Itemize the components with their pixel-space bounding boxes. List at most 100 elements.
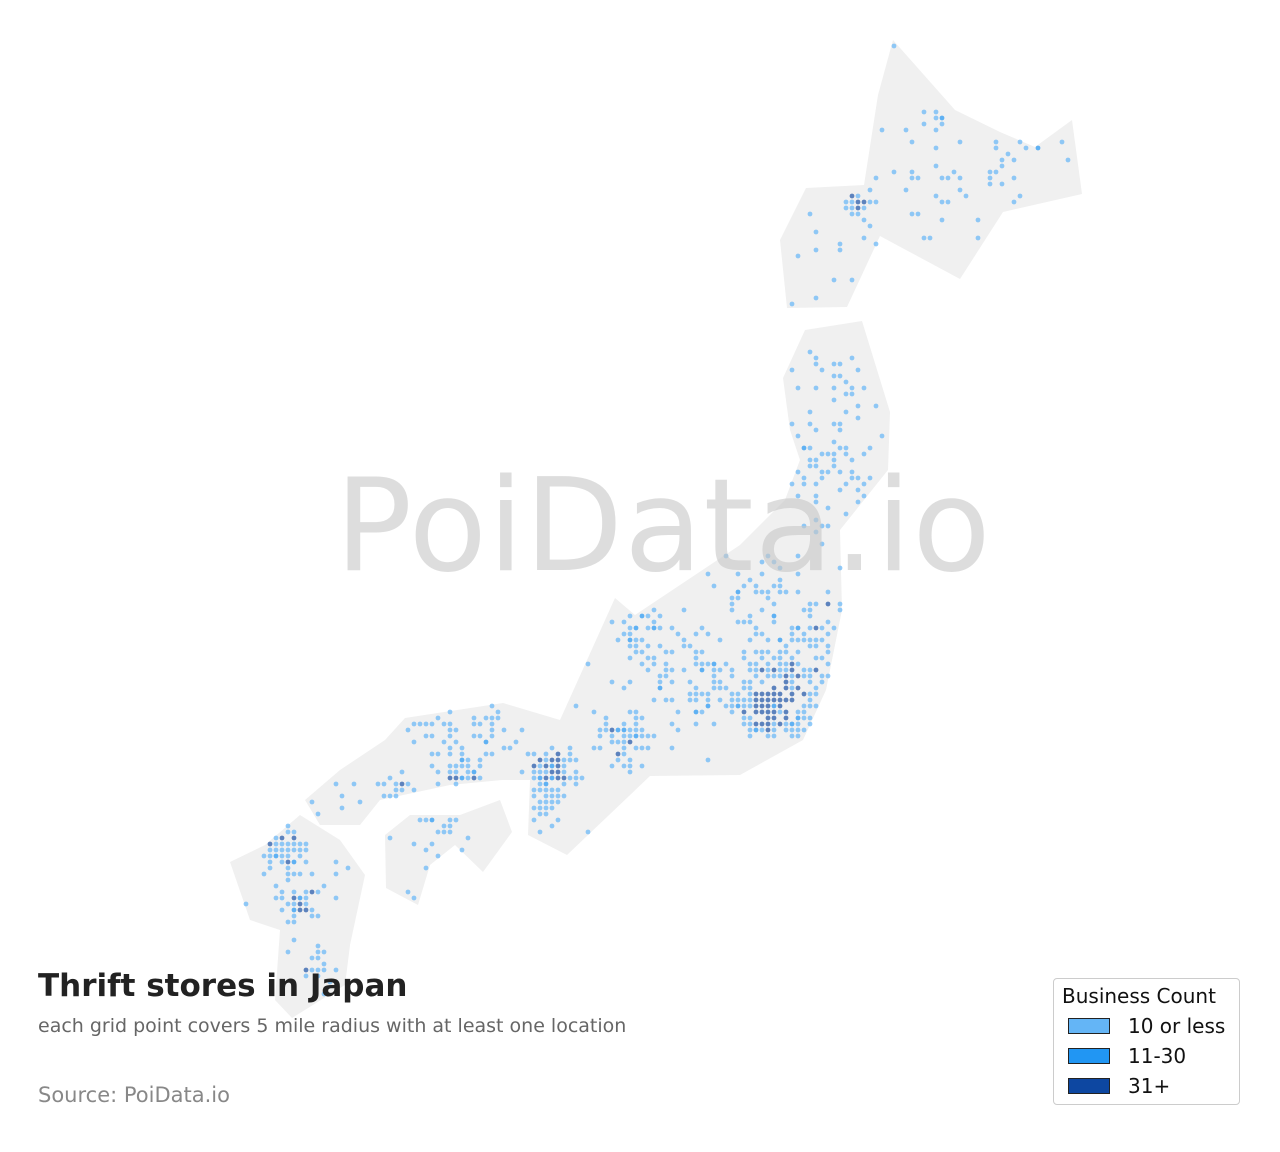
grid-point [693, 685, 699, 691]
grid-point [597, 727, 603, 733]
grid-point [489, 721, 495, 727]
grid-point [759, 679, 765, 685]
grid-point [627, 679, 633, 685]
grid-point [537, 757, 543, 763]
grid-point [825, 469, 831, 475]
grid-point [903, 127, 909, 133]
grid-point [291, 829, 297, 835]
grid-point [537, 775, 543, 781]
grid-point [261, 871, 267, 877]
grid-point [555, 763, 561, 769]
grid-point [543, 805, 549, 811]
grid-point [765, 691, 771, 697]
grid-point [807, 409, 813, 415]
grid-point [699, 691, 705, 697]
grid-point [771, 697, 777, 703]
grid-point [711, 583, 717, 589]
grid-point [435, 781, 441, 787]
grid-point [303, 973, 309, 979]
grid-point [489, 703, 495, 709]
grid-point [795, 493, 801, 499]
grid-point [861, 217, 867, 223]
grid-point [693, 721, 699, 727]
grid-point [729, 691, 735, 697]
grid-point [801, 445, 807, 451]
grid-point [909, 169, 915, 175]
grid-point [837, 565, 843, 571]
grid-point [621, 751, 627, 757]
grid-point [825, 661, 831, 667]
grid-point [819, 367, 825, 373]
grid-point [777, 709, 783, 715]
grid-point [795, 727, 801, 733]
map-subtitle: each grid point covers 5 mile radius wit… [38, 1015, 627, 1037]
grid-point [777, 655, 783, 661]
grid-point [789, 625, 795, 631]
grid-point [429, 763, 435, 769]
grid-point [417, 817, 423, 823]
grid-point [315, 943, 321, 949]
grid-point [603, 715, 609, 721]
grid-point [873, 241, 879, 247]
grid-point [741, 655, 747, 661]
grid-point [243, 901, 249, 907]
grid-point [453, 739, 459, 745]
grid-point [807, 613, 813, 619]
grid-point [621, 739, 627, 745]
grid-point [285, 847, 291, 853]
grid-point [675, 709, 681, 715]
grid-point [789, 367, 795, 373]
grid-point [477, 721, 483, 727]
grid-point [849, 199, 855, 205]
grid-point [789, 733, 795, 739]
grid-point [555, 757, 561, 763]
grid-point [729, 607, 735, 613]
grid-point [741, 679, 747, 685]
grid-point [801, 637, 807, 643]
grid-point [999, 157, 1005, 163]
grid-point [915, 211, 921, 217]
grid-point [855, 499, 861, 505]
grid-point [567, 757, 573, 763]
grid-point [531, 769, 537, 775]
grid-point [543, 793, 549, 799]
grid-point [861, 451, 867, 457]
grid-point [471, 715, 477, 721]
grid-point [789, 655, 795, 661]
grid-point [291, 907, 297, 913]
grid-point [279, 853, 285, 859]
grid-point [633, 715, 639, 721]
grid-point [783, 697, 789, 703]
grid-point [741, 649, 747, 655]
grid-point [543, 775, 549, 781]
grid-point [909, 139, 915, 145]
grid-point [795, 733, 801, 739]
grid-point [957, 175, 963, 181]
grid-point [531, 763, 537, 769]
grid-point [291, 913, 297, 919]
grid-point [633, 727, 639, 733]
grid-point [381, 793, 387, 799]
grid-point [1059, 139, 1065, 145]
grid-point [459, 751, 465, 757]
grid-point [657, 679, 663, 685]
grid-point [939, 199, 945, 205]
grid-point [753, 727, 759, 733]
grid-point [795, 715, 801, 721]
grid-point [813, 229, 819, 235]
grid-point [813, 637, 819, 643]
grid-point [1065, 157, 1071, 163]
grid-point [609, 739, 615, 745]
grid-point [771, 703, 777, 709]
grid-point [651, 619, 657, 625]
grid-point [789, 301, 795, 307]
grid-point [795, 571, 801, 577]
grid-point [309, 907, 315, 913]
grid-point [861, 199, 867, 205]
grid-point [543, 811, 549, 817]
grid-point [627, 655, 633, 661]
grid-point [645, 643, 651, 649]
grid-point [555, 817, 561, 823]
grid-point [759, 709, 765, 715]
grid-point [783, 667, 789, 673]
